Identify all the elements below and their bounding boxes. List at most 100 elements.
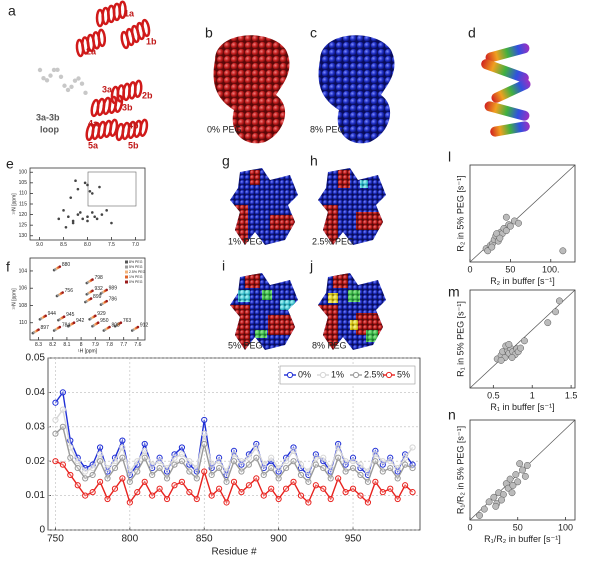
legend-label: 5%	[397, 369, 410, 379]
data-point	[268, 485, 275, 492]
data-point	[506, 475, 514, 483]
data-point	[141, 478, 148, 485]
caption: 2.5% PEG	[312, 236, 354, 246]
data-point	[90, 192, 94, 195]
data-point	[327, 464, 334, 472]
data-point	[193, 495, 200, 503]
data-point	[394, 475, 401, 482]
series-line	[54, 390, 414, 477]
data-point	[506, 222, 514, 230]
peak-label: 950	[100, 318, 109, 324]
data-point	[238, 489, 245, 496]
helix-label: 5a	[88, 140, 99, 150]
x-tick-label: 100.	[542, 264, 560, 274]
y-tick-label: 0.02	[26, 456, 46, 467]
caption: 8% PEG	[312, 340, 347, 350]
data-point	[485, 498, 493, 506]
data-point	[297, 471, 305, 479]
data-point	[126, 468, 133, 475]
data-point	[282, 485, 290, 492]
data-point	[260, 461, 267, 468]
data-point	[216, 485, 223, 492]
data-point	[335, 454, 342, 461]
data-point	[69, 196, 73, 199]
data-point	[282, 458, 290, 465]
data-point	[290, 447, 297, 454]
data-point	[62, 315, 66, 318]
patch	[230, 273, 298, 350]
x-tick-label: 0	[467, 264, 472, 274]
series-line	[55, 460, 414, 505]
legend-label: 2.5% PEG	[129, 270, 146, 274]
x-tick-label: 100	[558, 522, 573, 532]
data-point	[104, 464, 111, 472]
data-point	[163, 475, 171, 482]
panel-label: b	[205, 25, 213, 41]
data-point	[238, 468, 245, 475]
data-point	[509, 482, 517, 489]
data-point	[89, 297, 93, 300]
data-point	[171, 461, 178, 468]
legend-label: 0% PEG	[129, 280, 143, 284]
data-point	[342, 489, 349, 496]
data-point	[89, 464, 96, 472]
x-axis-label: Residue #	[211, 547, 256, 558]
data-point	[216, 458, 223, 465]
data-point	[96, 321, 100, 325]
loop-atom	[65, 87, 71, 93]
ribbon	[484, 101, 530, 121]
panel-label: a	[8, 3, 16, 19]
data-point	[402, 454, 409, 461]
panel-label: f	[6, 259, 10, 275]
data-point	[268, 464, 275, 472]
data-point	[297, 492, 305, 499]
data-point	[119, 437, 126, 444]
data-point	[74, 464, 81, 472]
panel-label: m	[448, 284, 460, 300]
legend-swatch	[125, 280, 128, 284]
data-point	[71, 219, 75, 223]
data-point	[552, 308, 560, 316]
y-tick-label: 0.03	[26, 421, 46, 432]
data-point	[59, 406, 66, 413]
data-point	[156, 464, 163, 472]
helix-turn	[141, 18, 151, 38]
data-point	[186, 468, 193, 475]
peak-label: 798	[94, 275, 103, 281]
patch	[255, 290, 272, 338]
loop-atom	[55, 67, 60, 73]
x-tick-label: 7.0	[132, 242, 139, 248]
ribbon	[485, 43, 530, 63]
plot-frame	[469, 164, 576, 263]
data-point	[275, 495, 282, 503]
data-point	[208, 492, 215, 499]
data-point	[163, 464, 171, 472]
data-point	[82, 468, 89, 475]
plot-frame	[469, 419, 576, 521]
data-point	[394, 464, 401, 472]
caption: 1% PEG	[228, 236, 263, 246]
legend-swatch	[125, 275, 128, 279]
legend-swatch	[125, 265, 128, 269]
x-tick-label: 8.3	[35, 342, 42, 348]
data-point	[110, 221, 113, 225]
data-point	[76, 213, 80, 216]
peak-label: 989	[109, 285, 118, 291]
y-tick-label: 120	[19, 212, 28, 218]
data-point	[305, 468, 312, 475]
data-point	[520, 337, 528, 345]
y-axis-label: ¹⁵N [ppm]	[11, 288, 17, 310]
zoom-box	[87, 171, 137, 207]
series-line	[54, 425, 413, 484]
data-point	[372, 451, 379, 458]
data-point	[52, 416, 59, 424]
data-point	[216, 464, 223, 472]
data-point	[61, 291, 64, 294]
data-point	[74, 482, 81, 489]
surface-model	[230, 168, 298, 245]
patch	[238, 290, 295, 310]
sphere-model	[213, 35, 290, 144]
data-point	[349, 464, 357, 472]
helix-turn	[97, 28, 107, 48]
data-point	[186, 489, 193, 496]
